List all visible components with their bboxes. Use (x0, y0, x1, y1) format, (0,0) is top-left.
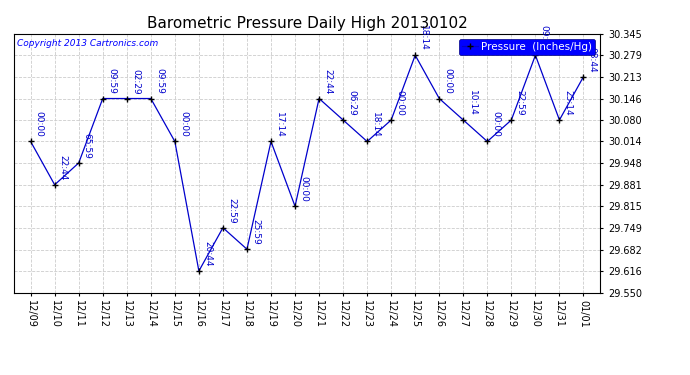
Text: 00:00: 00:00 (179, 111, 188, 137)
Text: 22:44: 22:44 (323, 69, 333, 94)
Text: 10:14: 10:14 (467, 90, 477, 116)
Pressure  (Inches/Hg) (170, 139, 179, 144)
Pressure  (Inches/Hg) (580, 75, 588, 79)
Text: 00:00: 00:00 (299, 176, 308, 202)
Text: 00:00: 00:00 (444, 69, 453, 94)
Text: 25:14: 25:14 (564, 90, 573, 116)
Pressure  (Inches/Hg) (555, 118, 564, 122)
Pressure  (Inches/Hg) (387, 118, 395, 122)
Text: 22:59: 22:59 (515, 90, 524, 116)
Text: Copyright 2013 Cartronics.com: Copyright 2013 Cartronics.com (17, 39, 158, 48)
Pressure  (Inches/Hg) (483, 139, 491, 144)
Pressure  (Inches/Hg) (195, 269, 203, 273)
Pressure  (Inches/Hg) (315, 96, 323, 101)
Text: 18:14: 18:14 (420, 26, 428, 51)
Text: 08:44: 08:44 (588, 47, 597, 72)
Text: 22:59: 22:59 (227, 198, 236, 223)
Pressure  (Inches/Hg) (123, 96, 131, 101)
Text: 09:59: 09:59 (107, 69, 116, 94)
Pressure  (Inches/Hg) (411, 53, 420, 57)
Text: 09:14: 09:14 (540, 26, 549, 51)
Pressure  (Inches/Hg) (291, 204, 299, 209)
Pressure  (Inches/Hg) (147, 96, 155, 101)
Pressure  (Inches/Hg) (363, 139, 371, 144)
Pressure  (Inches/Hg) (267, 139, 275, 144)
Pressure  (Inches/Hg) (531, 53, 540, 57)
Text: 65:59: 65:59 (83, 133, 92, 159)
Text: 00:00: 00:00 (34, 111, 43, 137)
Text: 06:29: 06:29 (347, 90, 356, 116)
Pressure  (Inches/Hg) (75, 161, 83, 165)
Pressure  (Inches/Hg) (243, 247, 251, 252)
Text: 25:59: 25:59 (251, 219, 260, 245)
Text: 00:00: 00:00 (491, 111, 500, 137)
Text: 20:44: 20:44 (203, 242, 212, 267)
Pressure  (Inches/Hg) (459, 118, 467, 122)
Pressure  (Inches/Hg) (26, 139, 34, 144)
Text: 00:00: 00:00 (395, 90, 404, 116)
Line: Pressure  (Inches/Hg): Pressure (Inches/Hg) (28, 53, 586, 274)
Text: 17:14: 17:14 (275, 112, 284, 137)
Pressure  (Inches/Hg) (435, 96, 444, 101)
Pressure  (Inches/Hg) (99, 96, 107, 101)
Text: 18:14: 18:14 (371, 112, 380, 137)
Legend: Pressure  (Inches/Hg): Pressure (Inches/Hg) (459, 39, 595, 55)
Text: 09:59: 09:59 (155, 69, 164, 94)
Pressure  (Inches/Hg) (507, 118, 515, 122)
Text: 22:44: 22:44 (59, 155, 68, 181)
Text: 02:29: 02:29 (131, 69, 140, 94)
Pressure  (Inches/Hg) (339, 118, 347, 122)
Pressure  (Inches/Hg) (219, 225, 227, 230)
Title: Barometric Pressure Daily High 20130102: Barometric Pressure Daily High 20130102 (147, 16, 467, 31)
Pressure  (Inches/Hg) (50, 183, 59, 187)
